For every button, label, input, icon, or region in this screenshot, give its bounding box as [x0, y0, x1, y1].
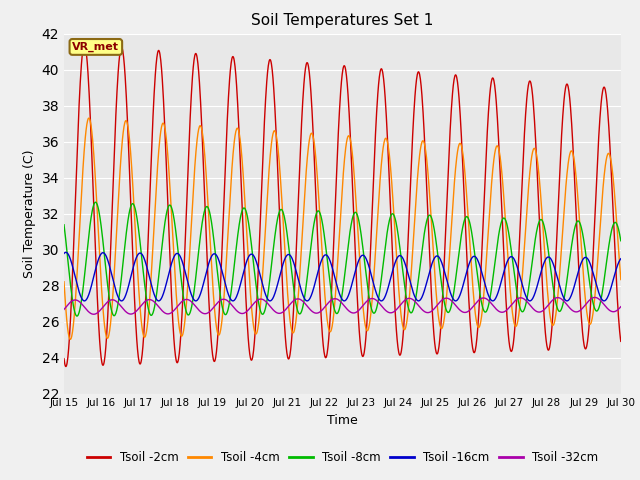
Tsoil -4cm [85, 115, 93, 121]
Tsoil -8cm [502, 219, 510, 225]
Tsoil -8cm [429, 223, 437, 228]
Tsoil -16cm [552, 268, 559, 274]
Tsoil -4cm [172, 274, 179, 279]
X-axis label: Time: Time [327, 414, 358, 427]
Tsoil -4cm [617, 276, 625, 282]
Tsoil -2cm [185, 151, 193, 156]
Tsoil -4cm [429, 252, 437, 258]
Tsoil -2cm [172, 349, 179, 355]
Tsoil -2cm [247, 357, 255, 362]
Line: Tsoil -16cm: Tsoil -16cm [64, 252, 621, 301]
Tsoil -16cm [502, 261, 510, 267]
Tsoil -8cm [617, 238, 625, 244]
Line: Tsoil -4cm: Tsoil -4cm [64, 118, 621, 339]
Tsoil -32cm [60, 307, 68, 312]
Tsoil -32cm [90, 312, 98, 317]
Tsoil -4cm [67, 336, 74, 342]
Tsoil -32cm [551, 296, 559, 301]
Tsoil -16cm [60, 251, 68, 256]
Tsoil -8cm [60, 222, 68, 228]
Tsoil -32cm [429, 307, 437, 313]
Tsoil -32cm [246, 305, 254, 311]
Tsoil -4cm [60, 279, 68, 285]
Tsoil -8cm [552, 298, 559, 303]
Tsoil -32cm [591, 295, 598, 300]
Tsoil -4cm [247, 297, 255, 302]
Tsoil -4cm [552, 314, 559, 320]
Tsoil -2cm [62, 364, 70, 370]
Tsoil -8cm [247, 237, 255, 243]
Tsoil -4cm [502, 230, 510, 236]
Tsoil -2cm [60, 356, 68, 361]
Tsoil -16cm [429, 258, 437, 264]
Tsoil -16cm [489, 298, 497, 304]
Tsoil -8cm [74, 313, 81, 319]
Tsoil -4cm [185, 268, 193, 274]
Line: Tsoil -2cm: Tsoil -2cm [64, 44, 621, 367]
Tsoil -2cm [552, 264, 559, 270]
Title: Soil Temperatures Set 1: Soil Temperatures Set 1 [252, 13, 433, 28]
Tsoil -16cm [62, 250, 70, 255]
Tsoil -32cm [184, 297, 192, 302]
Line: Tsoil -8cm: Tsoil -8cm [64, 202, 621, 316]
Legend: Tsoil -2cm, Tsoil -4cm, Tsoil -8cm, Tsoil -16cm, Tsoil -32cm: Tsoil -2cm, Tsoil -4cm, Tsoil -8cm, Tsoi… [82, 446, 603, 469]
Tsoil -16cm [246, 252, 254, 257]
Tsoil -2cm [429, 327, 437, 333]
Tsoil -8cm [185, 312, 193, 318]
Tsoil -2cm [502, 302, 510, 308]
Tsoil -8cm [92, 199, 99, 205]
Tsoil -8cm [172, 223, 179, 228]
Line: Tsoil -32cm: Tsoil -32cm [64, 298, 621, 314]
Tsoil -16cm [617, 256, 625, 262]
Tsoil -16cm [171, 252, 179, 258]
Tsoil -32cm [171, 307, 179, 312]
Tsoil -16cm [184, 281, 192, 287]
Tsoil -2cm [81, 41, 88, 47]
Tsoil -32cm [502, 308, 509, 313]
Tsoil -2cm [617, 338, 625, 344]
Text: VR_met: VR_met [72, 42, 119, 52]
Y-axis label: Soil Temperature (C): Soil Temperature (C) [23, 149, 36, 278]
Tsoil -32cm [617, 304, 625, 310]
